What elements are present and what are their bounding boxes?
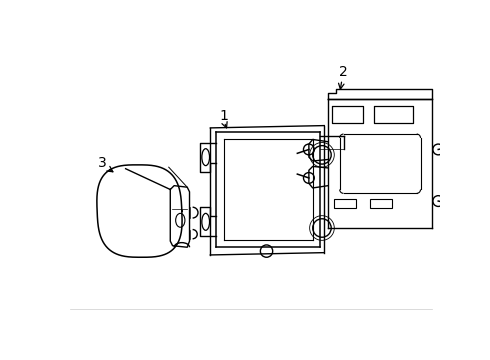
Bar (334, 199, 356, 208)
Text: 2: 2 (339, 66, 348, 80)
Text: 3: 3 (98, 156, 107, 170)
Text: 1: 1 (220, 109, 229, 123)
Bar (370, 199, 392, 208)
